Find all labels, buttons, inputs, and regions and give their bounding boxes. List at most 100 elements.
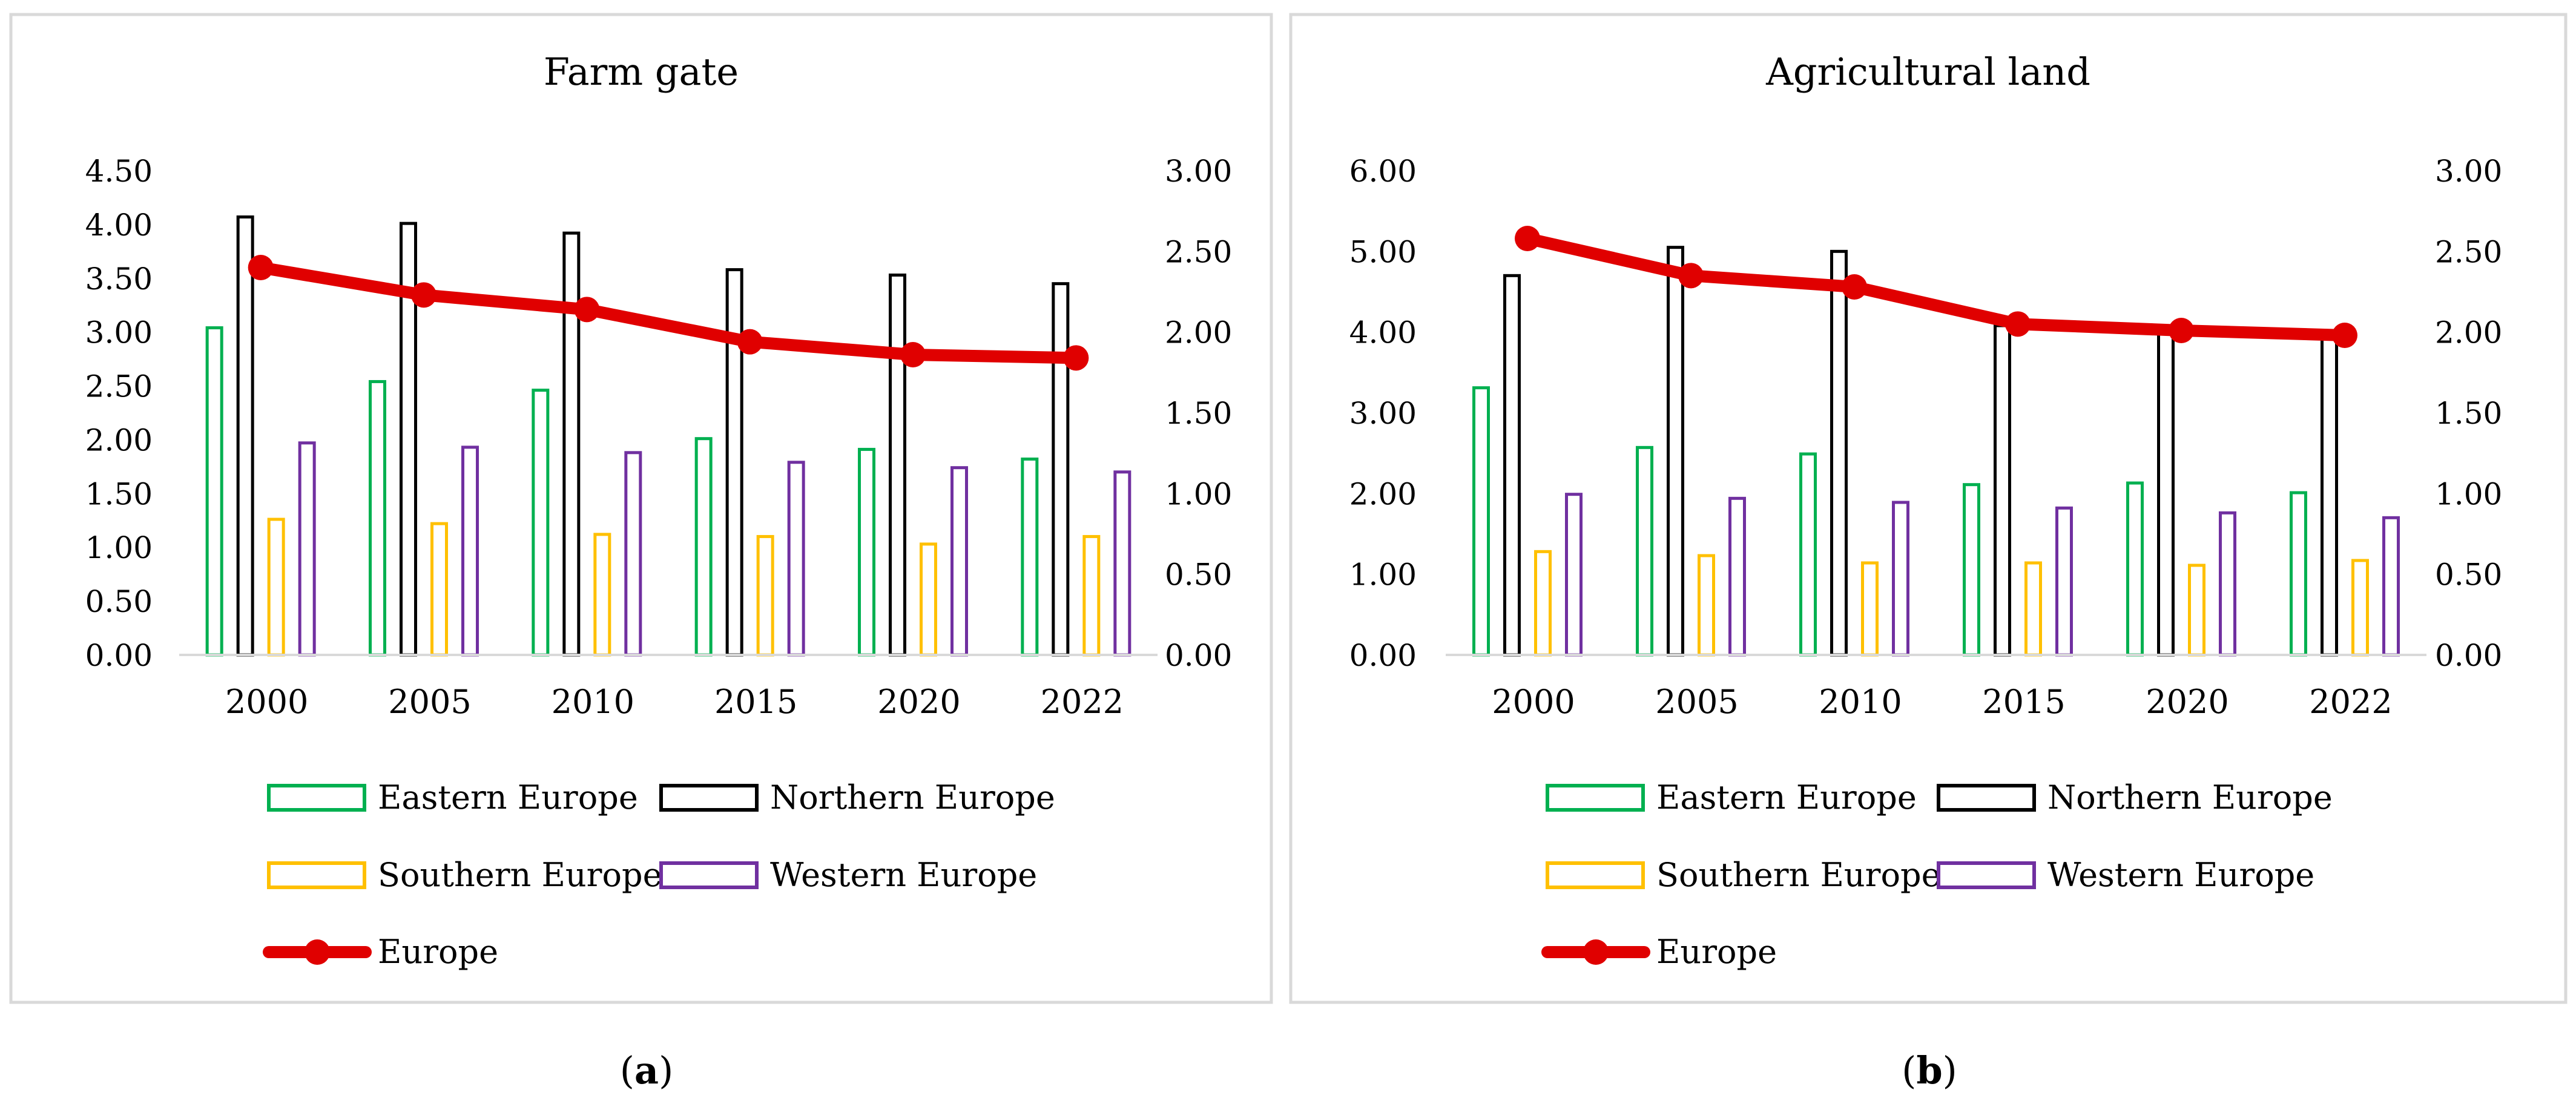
point-europe-2005: [411, 282, 436, 308]
bar-southern-europe-2020: [920, 542, 937, 657]
x-tick-label: 2020: [877, 683, 960, 721]
bar-eastern-europe-2000: [1472, 386, 1490, 657]
x-tick-label: 2010: [1819, 683, 1902, 721]
bar-southern-europe-2015: [756, 534, 774, 657]
panel-caption-b: (b): [1902, 1048, 1957, 1093]
bar-western-europe-2022: [2382, 516, 2400, 657]
y-left-tick-label: 3.00: [1349, 396, 1417, 431]
bar-southern-europe-2022: [1082, 534, 1101, 657]
bar-eastern-europe-2000: [205, 326, 223, 657]
legend-swatch-marker: [1583, 939, 1609, 965]
y-left-tick-label: 1.50: [85, 476, 153, 511]
x-tick-label: 2000: [1492, 683, 1575, 721]
y-right-tick-label: 3.00: [2435, 154, 2502, 189]
bar-northern-europe-2020: [2157, 326, 2175, 657]
point-europe-2010: [1842, 274, 1867, 300]
bar-northern-europe-2000: [1503, 274, 1521, 657]
legend-label: Southern Europe: [1656, 856, 1941, 894]
y-left-tick-label: 4.00: [1349, 315, 1417, 350]
bar-southern-europe-2000: [267, 518, 285, 657]
bar-western-europe-2000: [1565, 493, 1583, 657]
point-europe-2010: [574, 297, 600, 323]
bar-western-europe-2020: [2219, 511, 2236, 657]
x-tick-label: 2020: [2146, 683, 2228, 721]
bar-northern-europe-2020: [889, 273, 906, 657]
legend-item-western-europe: Western Europe: [1937, 856, 2314, 894]
x-tick-label: 2015: [1982, 683, 2065, 721]
bar-southern-europe-2005: [430, 522, 448, 657]
legend-label: Northern Europe: [2047, 778, 2333, 817]
bar-southern-europe-2022: [2351, 559, 2369, 657]
y-right-tick-label: 2.00: [2435, 315, 2502, 350]
legend-label: Eastern Europe: [378, 778, 638, 817]
bar-northern-europe-2022: [2321, 332, 2338, 657]
y-right-tick-label: 0.50: [2435, 557, 2502, 593]
legend-label: Europe: [1656, 933, 1777, 971]
x-tick-label: 2015: [714, 683, 797, 721]
y-left-tick-label: 1.00: [85, 530, 153, 565]
legend-item-western-europe: Western Europe: [659, 856, 1037, 894]
bar-southern-europe-2010: [593, 533, 611, 657]
bar-eastern-europe-2015: [694, 437, 713, 657]
legend-swatch: [659, 861, 759, 889]
bar-western-europe-2000: [298, 441, 316, 657]
bar-western-europe-2015: [787, 461, 805, 657]
bar-western-europe-2020: [950, 466, 968, 657]
legend-item-northern-europe: Northern Europe: [659, 778, 1055, 817]
y-left-tick-label: 0.00: [1349, 638, 1417, 673]
x-tick-label: 2000: [225, 683, 308, 721]
point-europe-2005: [1678, 263, 1704, 289]
y-left-tick-label: 6.00: [1349, 154, 1417, 189]
bar-western-europe-2010: [624, 451, 642, 657]
point-europe-2020: [900, 342, 926, 367]
y-left-tick-label: 0.00: [85, 638, 153, 673]
point-europe-2020: [2169, 318, 2194, 343]
bar-northern-europe-2015: [725, 268, 743, 657]
point-europe-2022: [1063, 345, 1089, 371]
chart-panel-b: Agricultural land 0.00 1.00 2.00 3.00 4.00 5.0…: [1289, 13, 2568, 1004]
y-left-tick-label: 2.50: [85, 369, 153, 404]
y-right-tick-label: 1.00: [2435, 476, 2502, 511]
line-europe: [1521, 232, 2351, 341]
bar-western-europe-2022: [1113, 470, 1132, 657]
legend-item-europe: Europe: [263, 933, 498, 971]
legend-label: Eastern Europe: [1656, 778, 1917, 817]
y-right-tick-label: 1.50: [2435, 396, 2502, 431]
legend-swatch: [267, 784, 366, 812]
bar-western-europe-2005: [461, 445, 479, 657]
bar-eastern-europe-2005: [1636, 445, 1653, 657]
bar-western-europe-2010: [1892, 501, 1909, 657]
legend-swatch: [659, 784, 759, 812]
bar-eastern-europe-2022: [2290, 491, 2307, 657]
y-right-tick-label: 0.00: [1165, 638, 1232, 673]
x-tick-label: 2022: [1041, 683, 1124, 721]
x-tick-label: 2005: [1655, 683, 1738, 721]
chart-panel-a: Farm gate 0.00 0.50 1.00 1.50 2.00 2.50 3.00 3.5…: [9, 13, 1273, 1004]
legend-item-eastern-europe: Eastern Europe: [267, 778, 638, 817]
point-europe-2015: [737, 329, 763, 355]
point-europe-2015: [2005, 311, 2031, 337]
point-europe-2000: [248, 255, 274, 280]
x-tick-label: 2010: [552, 683, 634, 721]
y-left-tick-label: 1.00: [1349, 557, 1417, 593]
bar-southern-europe-2020: [2188, 564, 2205, 657]
y-left-tick-label: 5.00: [1349, 234, 1417, 269]
legend-item-southern-europe: Southern Europe: [267, 856, 662, 894]
y-left-tick-label: 4.00: [85, 208, 153, 243]
chart-frame: [1289, 13, 2568, 1004]
y-right-tick-label: 2.00: [1165, 315, 1232, 350]
chart-title: Farm gate: [544, 50, 739, 94]
legend-item-southern-europe: Southern Europe: [1546, 856, 1941, 894]
bar-southern-europe-2000: [1534, 550, 1552, 657]
bar-northern-europe-2010: [562, 231, 581, 657]
y-left-tick-label: 0.50: [85, 584, 153, 619]
bar-western-europe-2015: [2055, 506, 2073, 657]
y-right-tick-label: 1.00: [1165, 476, 1232, 511]
bar-eastern-europe-2022: [1021, 457, 1039, 657]
legend-item-europe: Europe: [1541, 933, 1777, 971]
point-europe-2000: [1515, 226, 1540, 251]
y-left-tick-label: 2.00: [1349, 476, 1417, 511]
y-left-tick-label: 4.50: [85, 154, 153, 189]
bar-western-europe-2005: [1728, 496, 1746, 657]
